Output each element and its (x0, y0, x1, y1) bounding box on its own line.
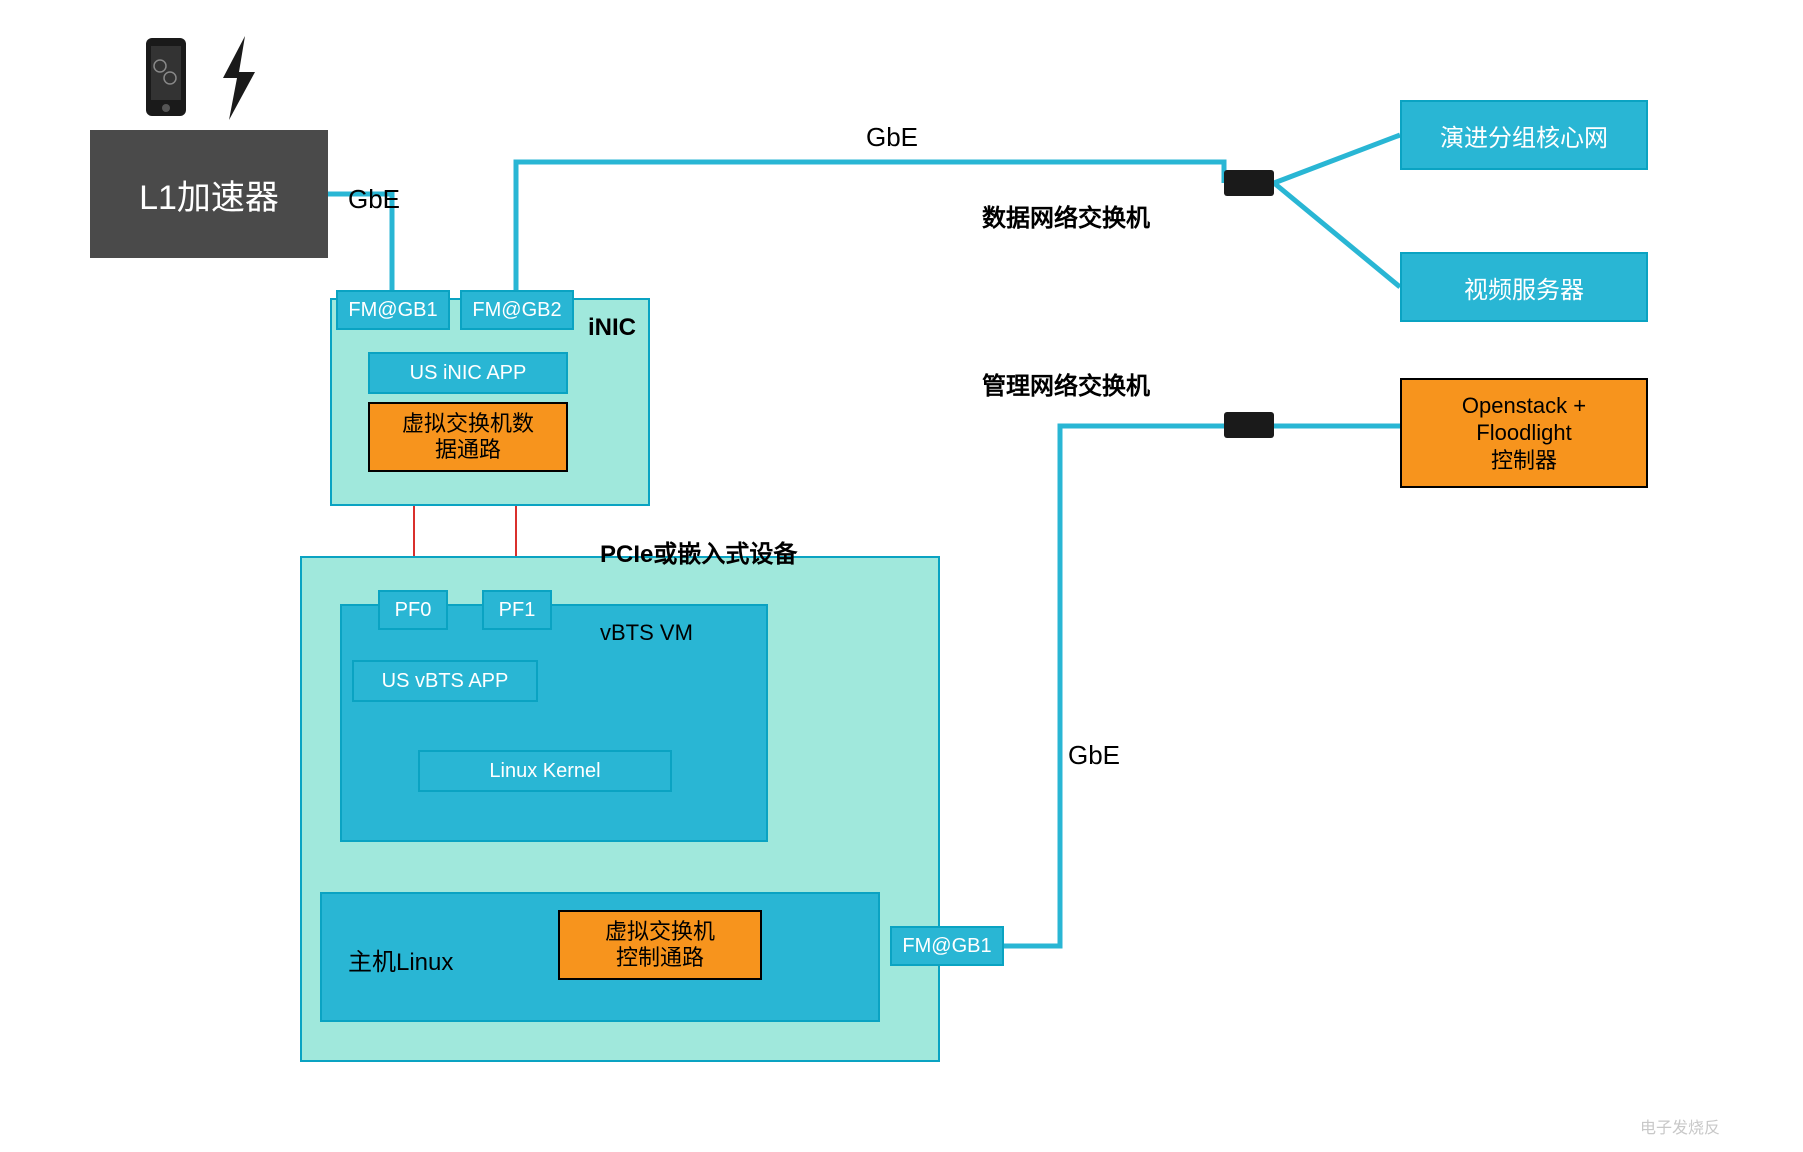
video-server-box: 视频服务器 (1400, 252, 1648, 322)
watermark: 电子发烧反 (1640, 1114, 1720, 1138)
fm-gb1-top: FM@GB1 (336, 290, 450, 330)
vbts-vm-label: vBTS VM (600, 620, 693, 646)
mgmt-switch-label: 管理网络交换机 (982, 366, 1150, 401)
us-inic-app: US iNIC APP (368, 352, 568, 394)
inic-label: iNIC (588, 314, 636, 342)
mobile-phone-icon (140, 36, 192, 125)
gbe-label-1: GbE (348, 184, 400, 215)
pf1: PF1 (482, 590, 552, 630)
data-switch-label: 数据网络交换机 (982, 198, 1150, 233)
gbe-label-2: GbE (866, 122, 918, 153)
gbe-label-3: GbE (1068, 740, 1120, 771)
vbts-vm-container (340, 604, 768, 842)
vswitch-controlpath: 虚拟交换机 控制通路 (558, 910, 762, 980)
data-network-switch (1224, 170, 1274, 196)
pcie-label: PCIe或嵌入式设备 (600, 534, 797, 569)
us-vbts-app: US vBTS APP (352, 660, 538, 702)
l1-label: L1加速器 (139, 170, 279, 219)
l1-accelerator-box: L1加速器 (90, 130, 328, 258)
linux-kernel: Linux Kernel (418, 750, 672, 792)
lightning-icon (215, 34, 265, 129)
host-linux-label: 主机Linux (348, 942, 453, 977)
epc-box: 演进分组核心网 (1400, 100, 1648, 170)
mgmt-network-switch (1224, 412, 1274, 438)
fm-gb1-bottom: FM@GB1 (890, 926, 1004, 966)
fm-gb2: FM@GB2 (460, 290, 574, 330)
openstack-floodlight-box: Openstack + Floodlight 控制器 (1400, 378, 1648, 488)
pf0: PF0 (378, 590, 448, 630)
vswitch-datapath: 虚拟交换机数 据通路 (368, 402, 568, 472)
